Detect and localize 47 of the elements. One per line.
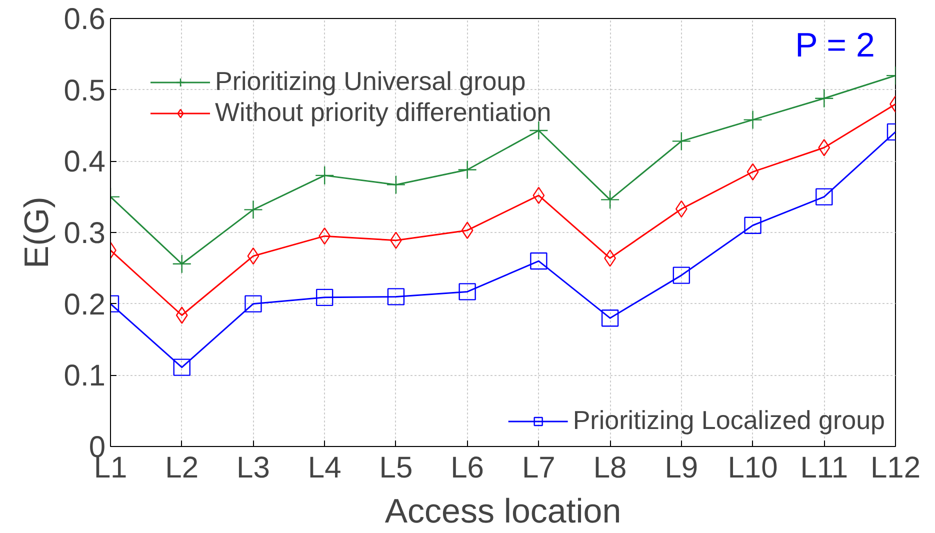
y-tick-label: 0.3 bbox=[64, 217, 106, 250]
annotation: P = 2 bbox=[795, 26, 875, 64]
y-axis-title: E(G) bbox=[18, 196, 56, 268]
legend-label: Prioritizing Universal group bbox=[215, 66, 526, 97]
point bbox=[458, 160, 477, 180]
legend-label: Without priority differentiation bbox=[215, 97, 552, 128]
point bbox=[387, 288, 405, 306]
y-tick-label: 0.6 bbox=[64, 3, 106, 36]
point bbox=[458, 283, 476, 300]
x-tick-label: L9 bbox=[664, 452, 698, 484]
point bbox=[172, 254, 192, 274]
x-tick-label: L7 bbox=[522, 452, 556, 484]
x-tick-label: L4 bbox=[308, 452, 342, 484]
point bbox=[744, 216, 762, 234]
y-tick-label: 0.2 bbox=[64, 288, 106, 322]
point bbox=[530, 252, 548, 270]
x-tick-label: L2 bbox=[165, 452, 199, 484]
point bbox=[461, 222, 474, 239]
point bbox=[529, 120, 548, 140]
x-tick-label: L11 bbox=[800, 452, 848, 484]
point bbox=[244, 200, 263, 220]
point bbox=[314, 166, 334, 186]
point bbox=[816, 188, 833, 206]
y-tick-label: 0.1 bbox=[64, 360, 106, 393]
point bbox=[600, 190, 620, 210]
point bbox=[173, 358, 190, 376]
point bbox=[818, 139, 830, 156]
x-tick-label: L12 bbox=[870, 452, 921, 484]
point bbox=[176, 306, 188, 324]
legend-label: Prioritizing Localized group bbox=[572, 405, 885, 436]
point bbox=[743, 110, 762, 130]
point bbox=[746, 163, 759, 180]
point bbox=[601, 310, 619, 327]
point bbox=[672, 266, 690, 284]
x-tick-label: L6 bbox=[450, 452, 484, 484]
x-tick-label: L10 bbox=[728, 452, 778, 484]
y-tick-label: 0.5 bbox=[64, 74, 106, 108]
point bbox=[316, 288, 334, 306]
point bbox=[386, 175, 406, 194]
point bbox=[814, 88, 834, 108]
x-axis-title: Access location bbox=[384, 492, 622, 530]
y-tick-label: 0.4 bbox=[64, 146, 106, 179]
point bbox=[244, 295, 262, 312]
point bbox=[672, 132, 692, 151]
x-tick-label: L5 bbox=[379, 452, 413, 484]
x-tick-label: L3 bbox=[236, 452, 270, 484]
x-tick-label: L8 bbox=[593, 452, 627, 484]
